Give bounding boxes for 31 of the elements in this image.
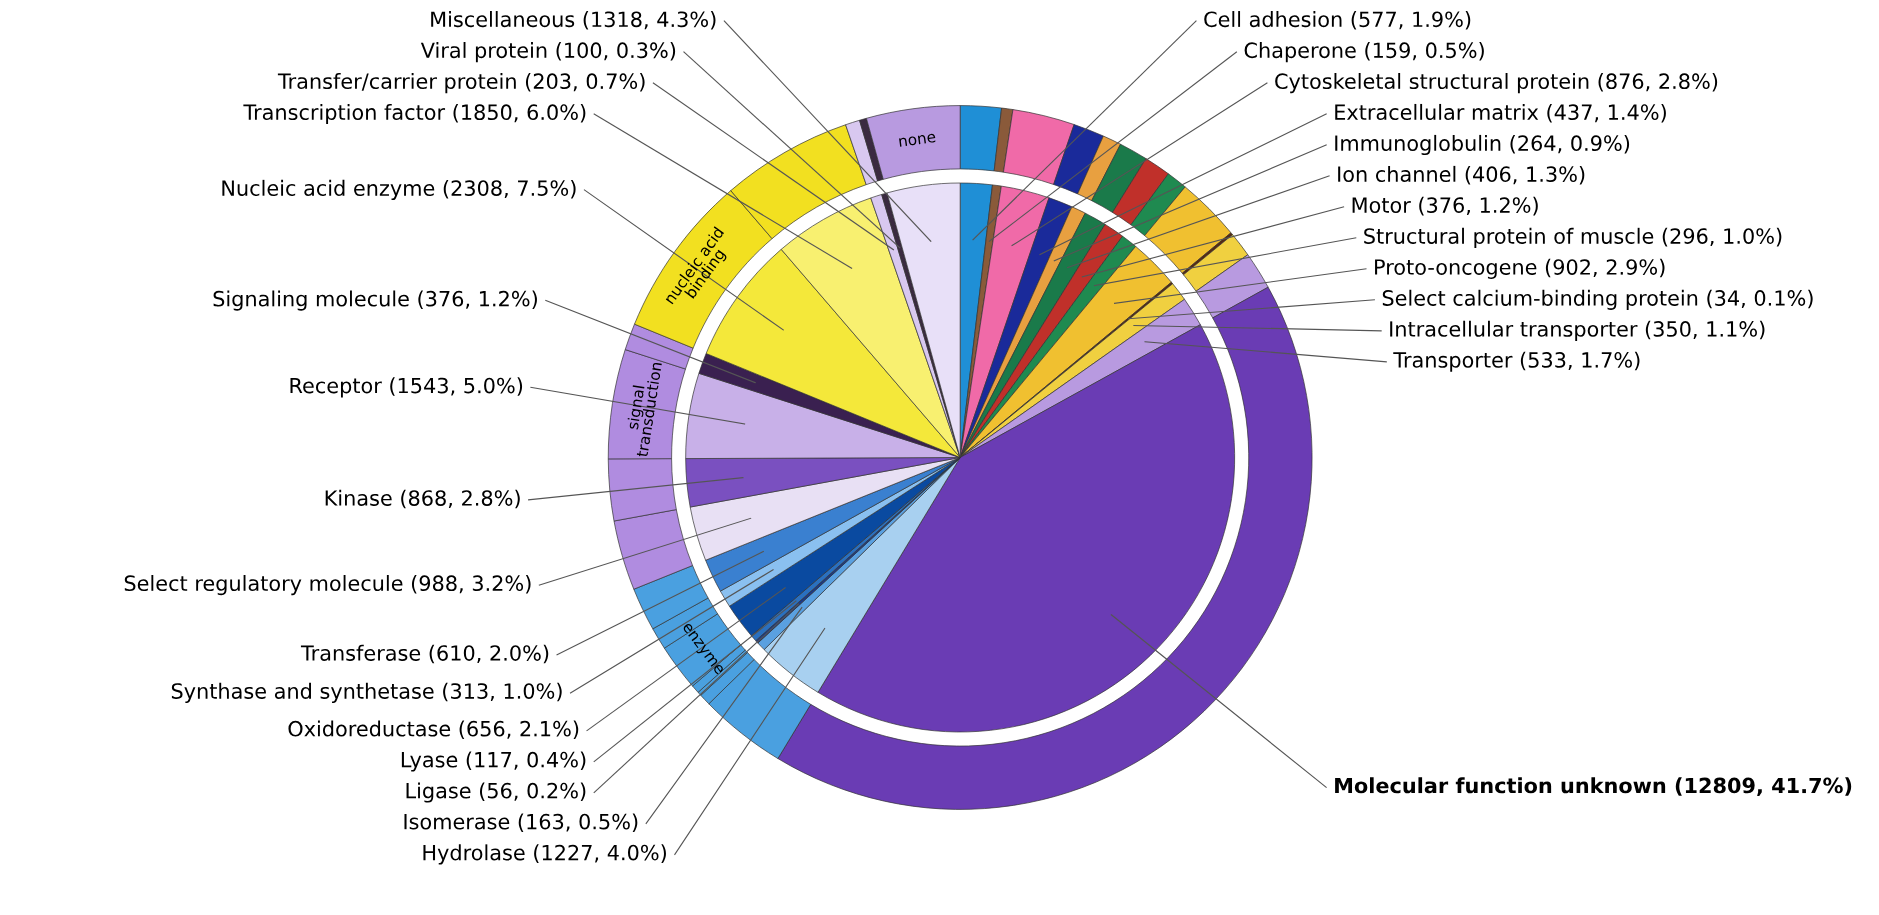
slice-label: Select calcium-binding protein (34, 0.1%) (1382, 289, 1813, 310)
slice-label: Synthase and synthetase (313, 1.0%) (171, 682, 562, 703)
slice-label: Transporter (533, 1.7%) (1393, 351, 1640, 372)
slice-label: Receptor (1543, 5.0%) (290, 377, 523, 398)
slice-label: Transfer/carrier protein (203, 0.7%) (277, 72, 645, 94)
slice-label: Cell adhesion (577, 1.9%) (1204, 11, 1471, 30)
slice-label: Kinase (868, 2.8%) (325, 489, 520, 509)
slice-label: Cytoskeletal structural protein (876, 2.8%) (1275, 72, 1718, 94)
slice-label: Transferase (610, 2.0%) (300, 644, 549, 664)
slice-label: Hydrolase (1227, 4.0%) (423, 844, 666, 865)
slice-label: Proto-oncogene (902, 2.9%) (1375, 258, 1665, 279)
slice-label: Extracellular matrix (437, 1.4%) (1335, 103, 1666, 123)
slice-label: Ion channel (406, 1.3%) (1338, 165, 1585, 185)
slice-label: Nucleic acid enzyme (2308, 7.5%) (222, 179, 576, 201)
slice-label: Select regulatory molecule (988, 3.2%) (124, 574, 531, 596)
slice-label: Immunoglobulin (264, 0.9%) (1335, 134, 1630, 156)
slice-label: Motor (376, 1.2%) (1352, 196, 1538, 216)
data-label: none (899, 133, 936, 147)
slice-label: Ligase (56, 0.2%) (406, 782, 586, 803)
slice-label: Molecular function unknown (12809, 41.7%) (1335, 777, 1852, 797)
slice-label: Chaperone (159, 0.5%) (1244, 42, 1484, 63)
slice-label: Signaling molecule (376, 1.2%) (213, 290, 537, 311)
slice-label: Intracellular transporter (350, 1.1%) (1390, 320, 1765, 341)
slice-label: Structural protein of muscle (296, 1.0%) (1364, 227, 1782, 248)
slice-label: Viral protein (100, 0.3%) (420, 42, 676, 63)
slice-label: Lyase (117, 0.4%) (401, 751, 586, 772)
slice-label: Transcription factor (1850, 6.0%) (243, 103, 586, 125)
data-label: signal transduction (626, 362, 662, 458)
slice-label: Oxidoreductase (656, 2.1%) (288, 720, 579, 740)
slice-label: Miscellaneous (1318, 4.3%) (431, 11, 716, 30)
slice-label: Isomerase (163, 0.5%) (404, 813, 638, 832)
